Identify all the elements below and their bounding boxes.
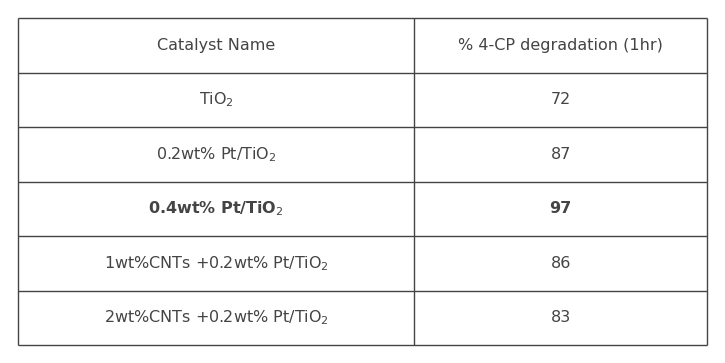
Text: 87: 87 xyxy=(550,147,571,162)
Text: 86: 86 xyxy=(550,256,571,271)
Text: 2wt%CNTs +0.2wt% Pt/TiO$_2$: 2wt%CNTs +0.2wt% Pt/TiO$_2$ xyxy=(104,309,328,327)
Text: 83: 83 xyxy=(550,310,571,325)
Text: Catalyst Name: Catalyst Name xyxy=(157,38,276,53)
Text: 0.2wt% Pt/TiO$_2$: 0.2wt% Pt/TiO$_2$ xyxy=(156,145,276,164)
Text: TiO$_2$: TiO$_2$ xyxy=(199,90,233,109)
Text: 0.4wt% Pt/TiO$_2$: 0.4wt% Pt/TiO$_2$ xyxy=(148,199,284,218)
Text: 72: 72 xyxy=(550,92,571,107)
Text: % 4-CP degradation (1hr): % 4-CP degradation (1hr) xyxy=(458,38,663,53)
Text: 97: 97 xyxy=(550,201,572,216)
Text: 1wt%CNTs +0.2wt% Pt/TiO$_2$: 1wt%CNTs +0.2wt% Pt/TiO$_2$ xyxy=(104,254,328,273)
